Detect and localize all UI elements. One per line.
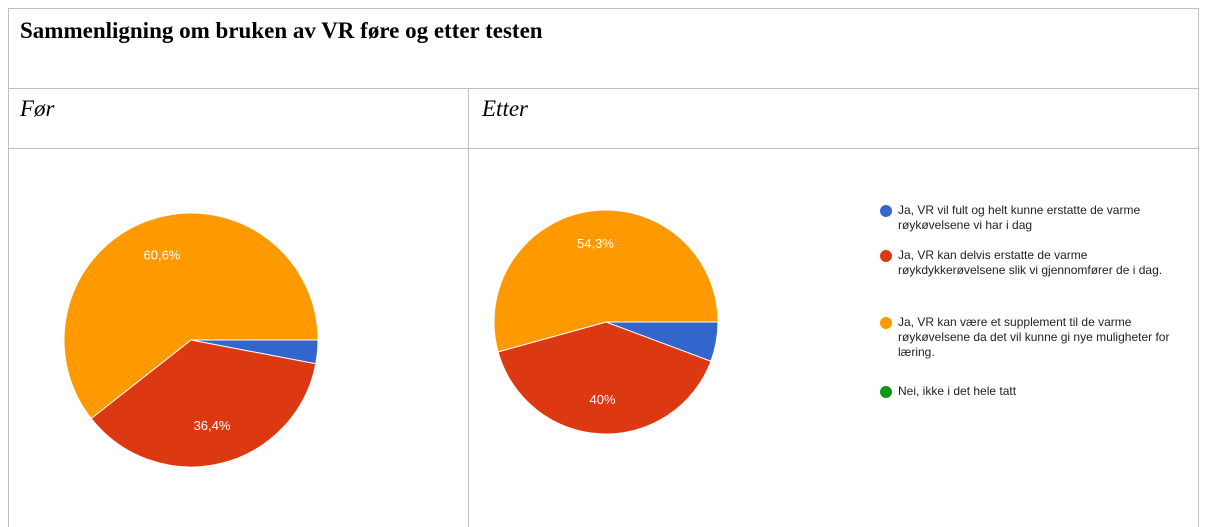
border bbox=[8, 8, 1198, 9]
legend-label: Ja, VR kan delvis erstatte de varme røyk… bbox=[898, 248, 1163, 277]
legend-label: Nei, ikke i det hele tatt bbox=[898, 384, 1017, 398]
slice-label: 60,6% bbox=[144, 247, 181, 262]
pie-slice bbox=[493, 209, 719, 353]
column-header: Etter bbox=[482, 96, 528, 121]
border bbox=[8, 148, 1198, 149]
title: Sammenligning om bruken av VR føre og et… bbox=[20, 18, 543, 43]
pie-slice bbox=[497, 321, 712, 435]
slice-label: 40% bbox=[590, 392, 616, 407]
slice-label: 54,3% bbox=[577, 236, 614, 251]
legend-label: Ja, VR vil fult og helt kunne erstatte d… bbox=[898, 203, 1141, 232]
border bbox=[8, 8, 9, 527]
border bbox=[468, 88, 469, 527]
legend-marker bbox=[880, 317, 892, 329]
legend-label: Ja, VR kan være et supplement til de var… bbox=[898, 315, 1170, 359]
legend-marker bbox=[880, 250, 892, 262]
pie-slice bbox=[63, 212, 319, 420]
slice-label: 36,4% bbox=[194, 418, 231, 433]
legend-marker bbox=[880, 386, 892, 398]
legend-marker bbox=[880, 205, 892, 217]
border bbox=[8, 88, 1198, 89]
border bbox=[1198, 8, 1199, 527]
pie-slice bbox=[90, 339, 317, 468]
column-header: Før bbox=[20, 96, 55, 121]
